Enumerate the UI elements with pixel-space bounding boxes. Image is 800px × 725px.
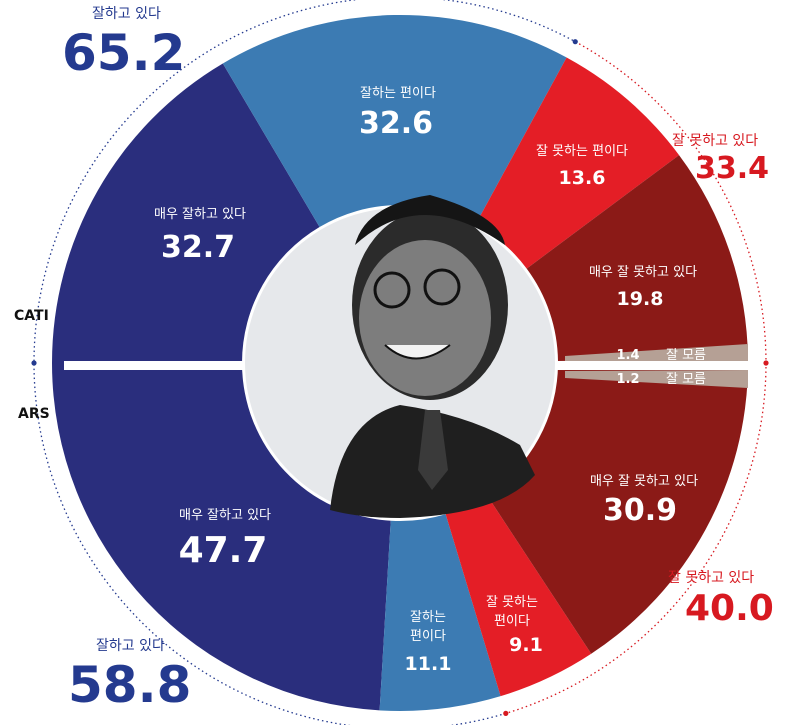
cati-unknown-value: 1.4 xyxy=(616,348,639,363)
cati-negative-total-value: 33.4 xyxy=(695,151,769,186)
ring-dot xyxy=(31,360,37,366)
ars-positive-total-value: 58.8 xyxy=(68,656,191,714)
ars-good-value: 11.1 xyxy=(405,653,452,675)
ars-slice-very-bad xyxy=(486,364,748,654)
cati-good-label: 잘하는 편이다 xyxy=(360,86,436,101)
ars-good-label-2: 편이다 xyxy=(410,629,446,644)
cati-positive-total-value: 65.2 xyxy=(62,24,185,82)
cati-very-bad-label: 매우 잘 못하고 있다 xyxy=(589,265,697,280)
ars-slice-bad xyxy=(445,495,592,697)
ars-slice-unknown xyxy=(565,370,748,388)
cati-slice-very-bad xyxy=(526,155,748,361)
portrait-icon xyxy=(330,195,535,518)
cati-slice-unknown xyxy=(565,344,748,364)
cati-positive-total-label: 잘하고 있다 xyxy=(92,6,161,22)
ars-unknown-label: 잘 모름 xyxy=(666,372,706,387)
ars-slice-good xyxy=(379,514,501,711)
cati-slice-bad xyxy=(475,57,680,269)
cati-bad-label: 잘 못하는 편이다 xyxy=(536,144,628,159)
ars-very-bad-value: 30.9 xyxy=(603,493,677,528)
ring-dots xyxy=(31,39,769,716)
cati-slice-very-good xyxy=(52,63,320,363)
ars-negative-total-label: 잘 못하고 있다 xyxy=(668,570,754,586)
ars-very-good-label: 매우 잘하고 있다 xyxy=(179,508,271,523)
cati-negative-total-label: 잘 못하고 있다 xyxy=(672,133,758,149)
ars-very-good-value: 47.7 xyxy=(179,530,268,571)
ars-good-label-1: 잘하는 xyxy=(410,610,446,625)
method-label-ars: ARS xyxy=(18,406,50,422)
ars-slice-very-good xyxy=(52,363,391,711)
ars-bad-label-2: 편이다 xyxy=(494,614,530,629)
cati-very-good-label: 매우 잘하고 있다 xyxy=(154,207,246,222)
ring-dot xyxy=(572,39,578,45)
ars-unknown-value: 1.2 xyxy=(616,372,639,387)
cati-slices xyxy=(52,15,748,364)
ars-bad-value: 9.1 xyxy=(509,634,543,656)
cati-very-good-value: 32.7 xyxy=(161,230,235,265)
ring-dot xyxy=(763,360,769,366)
cati-slice-good xyxy=(222,15,567,228)
ars-slices xyxy=(52,363,748,711)
cati-very-bad-value: 19.8 xyxy=(617,288,664,310)
ring-dot xyxy=(503,710,509,716)
ars-bad-label-1: 잘 못하는 xyxy=(486,595,538,610)
ars-positive-total-label: 잘하고 있다 xyxy=(96,638,165,654)
cati-good-value: 32.6 xyxy=(359,106,433,141)
cati-bad-value: 13.6 xyxy=(559,167,606,189)
method-label-cati: CATI xyxy=(14,308,49,324)
ars-very-bad-label: 매우 잘 못하고 있다 xyxy=(590,474,698,489)
cati-unknown-label: 잘 모름 xyxy=(666,348,706,363)
ars-negative-total-value: 40.0 xyxy=(685,588,774,629)
